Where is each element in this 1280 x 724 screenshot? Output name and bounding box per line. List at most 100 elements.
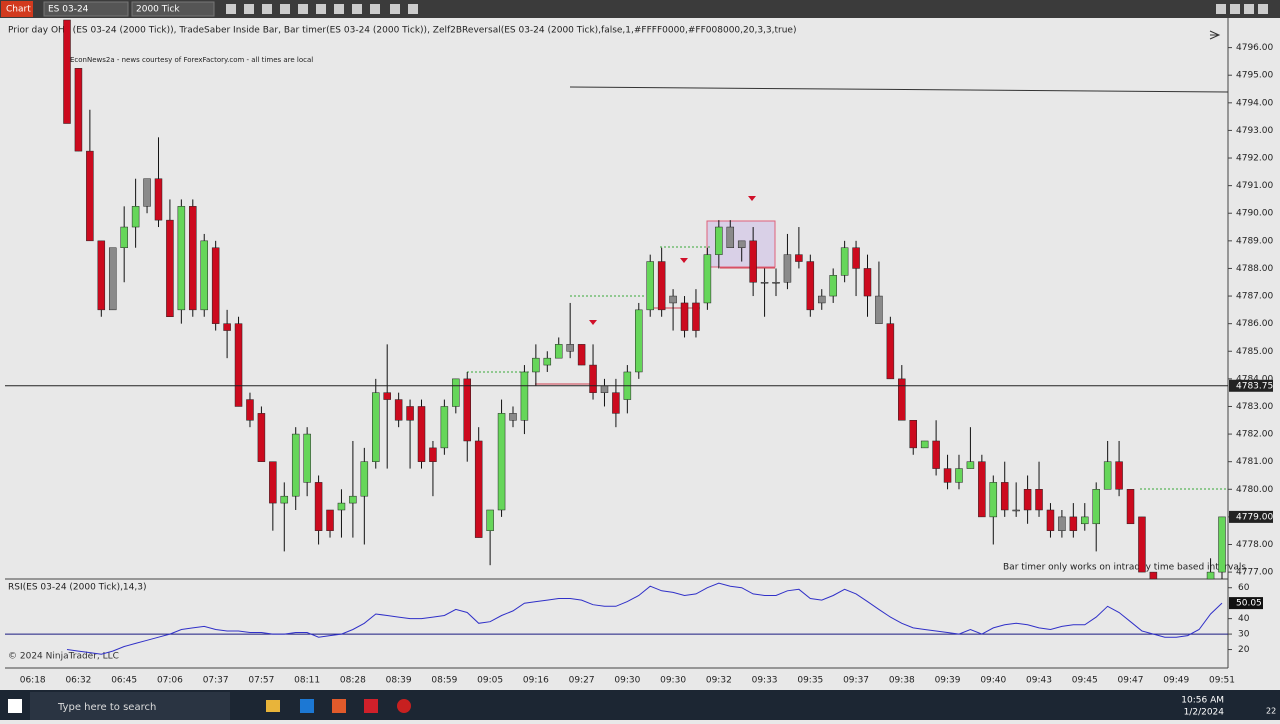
x-tick-label: 09:49 xyxy=(1163,676,1189,686)
candle-body xyxy=(223,323,231,331)
candle-body xyxy=(166,219,174,318)
candle-body xyxy=(806,261,815,311)
x-tick-label: 06:32 xyxy=(65,676,91,686)
candle-body xyxy=(680,302,689,331)
price-marker-label: 4779.00 xyxy=(1236,512,1273,522)
candle-body xyxy=(360,461,369,497)
candle-body xyxy=(372,392,380,462)
scroll-arrow[interactable] xyxy=(1209,30,1221,40)
indicator-labels: Prior day OHL (ES 03-24 (2000 Tick)), Tr… xyxy=(8,26,796,36)
x-tick-label: 09:39 xyxy=(935,676,961,686)
candle-body xyxy=(920,440,929,449)
candle-body xyxy=(692,302,700,331)
x-tick-label: 09:47 xyxy=(1118,676,1144,686)
instrument-select[interactable] xyxy=(43,1,129,17)
instrument-label[interactable]: ES 03-24 xyxy=(48,5,89,15)
x-tick-label: 09:40 xyxy=(980,676,1006,686)
x-tick-label: 09:33 xyxy=(752,676,778,686)
candle-body xyxy=(669,295,677,304)
x-tick-label: 07:06 xyxy=(157,676,183,686)
x-tick-label: 06:18 xyxy=(20,676,46,686)
candle-body xyxy=(589,364,597,393)
candle-body xyxy=(783,254,792,283)
x-tick-label: 08:59 xyxy=(431,676,457,686)
news-label: EconNews2a - news courtesy of ForexFacto… xyxy=(70,56,313,64)
rsi-line xyxy=(66,582,1223,655)
x-tick-label: 09:05 xyxy=(477,676,503,686)
y-tick-label: 4780.00 xyxy=(1236,485,1273,495)
candle-body xyxy=(417,406,426,462)
start-button[interactable] xyxy=(8,699,22,713)
x-tick-label: 09:45 xyxy=(1072,676,1098,686)
x-tick-label: 07:37 xyxy=(203,676,229,686)
candle-body xyxy=(554,344,563,359)
notification-badge[interactable]: 22 xyxy=(1266,707,1276,716)
prior-day-line xyxy=(569,86,1229,93)
candle-body xyxy=(703,254,712,304)
candle-body xyxy=(978,461,986,518)
candle-body xyxy=(326,509,334,531)
toolbar-icons[interactable] xyxy=(226,4,1268,14)
price-marker xyxy=(1229,510,1273,523)
x-tick-label: 09:37 xyxy=(843,676,869,686)
candle-body xyxy=(532,357,540,373)
candle-body xyxy=(257,413,266,462)
y-tick-label: 4778.00 xyxy=(1236,540,1273,550)
search-placeholder[interactable]: Type here to search xyxy=(57,702,156,713)
candle-body xyxy=(657,261,666,311)
candle-body xyxy=(955,468,963,483)
candle-body xyxy=(1000,482,1009,511)
candle-body xyxy=(829,275,837,297)
candle-body xyxy=(646,261,654,311)
candle-body xyxy=(520,371,529,421)
candle-body xyxy=(269,461,277,504)
candle-body xyxy=(211,247,220,324)
candle-body xyxy=(1092,489,1100,525)
candle-body xyxy=(143,178,151,207)
x-tick-label: 09:30 xyxy=(660,676,686,686)
x-tick-label: 09:32 xyxy=(706,676,732,686)
candle-body xyxy=(154,178,163,221)
level-lines xyxy=(467,246,1228,490)
candle-body xyxy=(1012,509,1020,512)
y-tick-label: 4785.00 xyxy=(1236,347,1273,357)
y-tick-label: 4796.00 xyxy=(1236,43,1273,53)
candle-body xyxy=(349,495,357,504)
candle-body xyxy=(1069,516,1078,531)
candle-body xyxy=(1023,489,1032,511)
taskbar-apps[interactable] xyxy=(266,699,411,713)
candle-body xyxy=(234,323,243,407)
interval-select[interactable] xyxy=(131,1,215,17)
search-box[interactable] xyxy=(30,692,230,720)
candle-body xyxy=(909,420,917,449)
candle-body xyxy=(795,254,803,262)
candle-body xyxy=(760,281,769,284)
y-tick-label: 4788.00 xyxy=(1236,264,1273,274)
candle-body xyxy=(898,378,906,421)
bar-timer-note: Bar timer only works on intraday time ba… xyxy=(1003,563,1246,573)
candle-body xyxy=(406,406,414,421)
candle-body xyxy=(566,344,574,352)
candle-body xyxy=(497,413,506,511)
candle-body xyxy=(943,468,952,483)
candle-body xyxy=(886,323,895,380)
chart-tab[interactable] xyxy=(1,1,33,17)
candle-body xyxy=(737,240,746,248)
candle-body xyxy=(1115,461,1123,490)
candle-body xyxy=(394,399,403,421)
interval-label[interactable]: 2000 Tick xyxy=(136,5,180,15)
candle-body xyxy=(120,226,128,248)
candle-body xyxy=(131,206,140,228)
candle-body xyxy=(863,268,872,297)
candle-body xyxy=(440,406,449,449)
chart-tab-label[interactable]: Chart xyxy=(6,5,31,15)
candle-body xyxy=(1103,461,1112,490)
rsi-label: RSI(ES 03-24 (2000 Tick),14,3) xyxy=(8,583,147,593)
candle-body xyxy=(246,399,254,421)
candle-body xyxy=(429,447,437,462)
x-tick-label: 07:57 xyxy=(248,676,274,686)
x-tick-label: 09:30 xyxy=(614,676,640,686)
rsi-tick-label: 30 xyxy=(1238,630,1250,640)
x-tick-label: 09:43 xyxy=(1026,676,1052,686)
